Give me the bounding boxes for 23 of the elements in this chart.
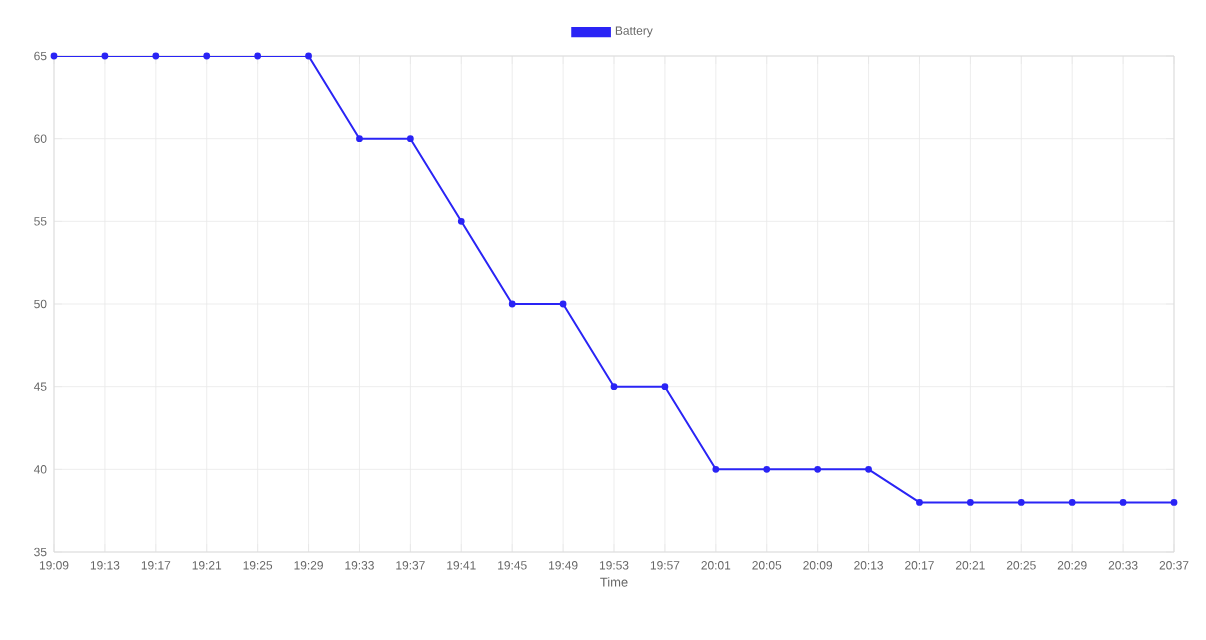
- point: [1068, 499, 1076, 506]
- point: [966, 499, 974, 506]
- point: [661, 383, 669, 391]
- point: [559, 300, 567, 308]
- point: [457, 217, 465, 225]
- point: [865, 465, 872, 473]
- point: [1170, 499, 1178, 506]
- point: [254, 52, 262, 60]
- point: [814, 465, 822, 473]
- point: [356, 135, 363, 143]
- point: [305, 52, 312, 60]
- point: [1119, 499, 1127, 506]
- point: [50, 52, 58, 60]
- point: [508, 300, 516, 308]
- point: [763, 465, 771, 473]
- point: [152, 52, 160, 60]
- point: [101, 52, 109, 60]
- point: [203, 52, 211, 60]
- point: [712, 465, 720, 473]
- point: [916, 499, 923, 506]
- point: [610, 383, 618, 391]
- point: [1017, 499, 1025, 506]
- point: [406, 135, 414, 143]
